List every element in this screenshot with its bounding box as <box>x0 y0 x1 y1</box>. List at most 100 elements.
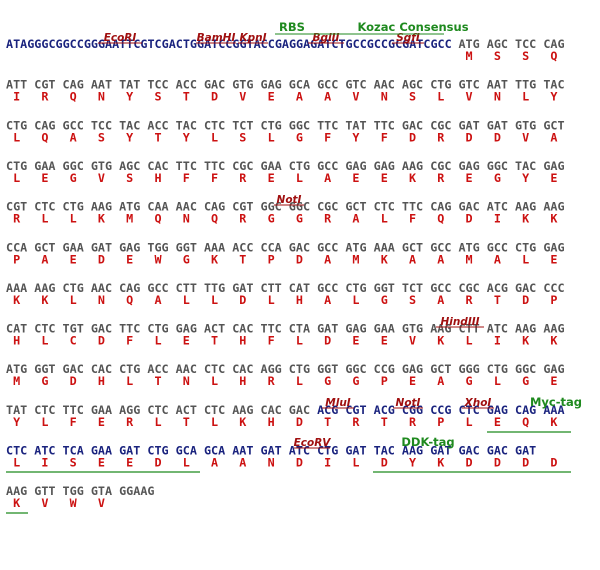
codon: GTT <box>34 484 55 498</box>
amino-acid: K <box>522 212 530 226</box>
amino-acid: R <box>239 212 247 226</box>
amino-acid: A <box>324 90 331 104</box>
amino-acid: L <box>522 252 529 266</box>
amino-acid: L <box>126 374 133 388</box>
amino-acid: L <box>268 293 275 307</box>
codon: ATC <box>487 322 508 336</box>
amino-acid: S <box>70 456 77 470</box>
codon: ATG <box>6 362 27 376</box>
amino-acid: K <box>409 171 417 185</box>
codon: ACG <box>317 403 338 417</box>
codon: AGG <box>119 403 140 417</box>
amino-acid: R <box>324 212 332 226</box>
codon: GGT <box>34 362 55 376</box>
codon: CGT <box>232 200 253 214</box>
amino-acid: L <box>154 334 161 348</box>
feature-label: Kozac Consensus <box>357 20 468 34</box>
codon: GGC <box>289 118 310 132</box>
amino-acid: M <box>466 252 473 266</box>
amino-acid: F <box>183 171 190 185</box>
codon: GGG <box>458 362 479 376</box>
codon: GGAAG <box>119 484 154 498</box>
codon: GTG <box>402 322 423 336</box>
codon: GAT <box>430 444 451 458</box>
codon: CAC <box>261 403 282 417</box>
codon: TCT <box>232 118 253 132</box>
amino-acid: H <box>239 334 246 348</box>
codon: AAC <box>374 78 395 92</box>
codon: GCA <box>204 444 225 458</box>
codon: GTG <box>515 118 536 132</box>
amino-acid: S <box>494 49 501 63</box>
codon: CAT <box>6 322 27 336</box>
restriction-site: NotI <box>396 397 421 409</box>
amino-acid: E <box>409 374 416 388</box>
amino-acid: D <box>324 334 331 348</box>
amino-acid: D <box>98 252 105 266</box>
codon: CTG <box>63 281 84 295</box>
codon: CTG <box>147 322 168 336</box>
codon: CCG <box>374 362 395 376</box>
amino-acid: D <box>296 252 303 266</box>
amino-acid: L <box>466 334 473 348</box>
codon: TTC <box>261 322 282 336</box>
codon: AAG <box>430 322 451 336</box>
codon: AAG <box>543 322 564 336</box>
amino-acid: I <box>41 456 48 470</box>
codon: GCC <box>147 281 168 295</box>
amino-acid: Y <box>126 130 134 144</box>
amino-acid: E <box>183 334 190 348</box>
codon: GAG <box>458 159 479 173</box>
amino-acid: T <box>154 374 161 388</box>
codon: CTG <box>487 362 508 376</box>
codon: TCC <box>515 37 536 51</box>
codon: GAT <box>261 444 282 458</box>
amino-acid: Q <box>211 212 218 226</box>
codon: CAG <box>543 37 564 51</box>
codon: CTC <box>204 118 225 132</box>
restriction-site: BamHI <box>197 32 236 44</box>
amino-acid: M <box>13 374 20 388</box>
codon: GTC <box>345 78 366 92</box>
amino-acid: G <box>268 212 275 226</box>
codon: GCT <box>345 200 366 214</box>
codon: GAT <box>458 118 479 132</box>
codon: ATC <box>289 444 310 458</box>
codon: GAC <box>515 281 536 295</box>
codon: AAG <box>6 484 27 498</box>
amino-acid: L <box>41 415 48 429</box>
codon: TAT <box>345 118 366 132</box>
codon: ACC <box>147 362 168 376</box>
codon: AGC <box>119 159 140 173</box>
codon: CTT <box>261 281 282 295</box>
amino-acid: Q <box>41 130 48 144</box>
codon: ACG <box>374 403 395 417</box>
amino-acid: G <box>466 374 473 388</box>
amino-acid: P <box>13 252 20 266</box>
codon: ATG <box>458 240 479 254</box>
amino-acid: D <box>466 130 473 144</box>
restriction-site: HindIII <box>440 316 479 328</box>
codon: AAG <box>402 159 423 173</box>
codon: TCC <box>147 78 168 92</box>
codon: TGT <box>63 322 84 336</box>
codon: GCA <box>289 78 310 92</box>
codon: TCC <box>91 118 112 132</box>
amino-acid: L <box>494 374 501 388</box>
amino-acid: Y <box>126 90 134 104</box>
amino-acid: L <box>13 171 20 185</box>
amino-acid: Y <box>183 130 191 144</box>
codon: ATG <box>458 37 479 51</box>
codon: CTT <box>458 322 479 336</box>
amino-acid: R <box>437 171 445 185</box>
amino-acid: L <box>70 212 77 226</box>
amino-acid: E <box>550 171 557 185</box>
amino-acid: Q <box>522 415 529 429</box>
amino-acid: E <box>70 252 77 266</box>
codon: TTG <box>515 78 536 92</box>
codon: CTG <box>515 240 536 254</box>
amino-acid: D <box>98 334 105 348</box>
codon: CTG <box>147 444 168 458</box>
amino-acid: N <box>183 374 190 388</box>
amino-acid: A <box>409 252 416 266</box>
